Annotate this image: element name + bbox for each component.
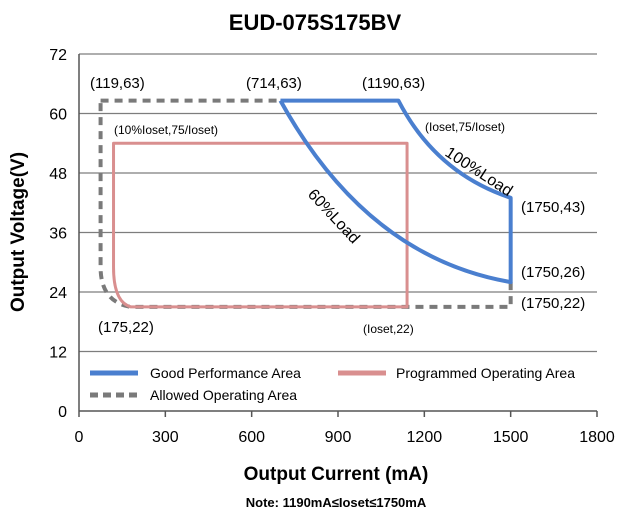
annotation-10pct-ioset: (10%Ioset,75/Ioset) [114,123,218,137]
annotation-119-63: (119,63) [90,75,145,92]
annotation-175-22: (175,22) [98,319,154,336]
annotation-714-63: (714,63) [246,75,302,92]
annotation-ioset-22: (Ioset,22) [363,322,414,336]
y-tick-12: 12 [49,345,67,362]
x-tick-labels: 0 300 600 900 1200 1500 1800 [75,429,615,446]
y-tick-24: 24 [49,285,67,302]
label-60-load: 60%Load [304,186,363,247]
series-group [98,98,513,309]
y-tick-0: 0 [58,404,67,421]
grid-lines [79,53,597,353]
series-good-performance-area [278,98,513,285]
legend-label-good-performance: Good Performance Area [150,365,301,381]
x-tick-1800: 1800 [579,429,615,446]
annotation-1750-43: (1750,43) [521,199,585,216]
y-tick-48: 48 [49,166,67,183]
annotation-1750-22: (1750,22) [521,295,585,312]
annotation-ioset-75: (Ioset,75/Ioset) [425,120,505,134]
x-tick-1200: 1200 [407,429,443,446]
chart-title: EUD-075S175BV [229,10,402,35]
y-tick-72: 72 [49,47,67,64]
legend-label-programmed-operating: Programmed Operating Area [396,365,575,381]
series-programmed-operating-area [112,141,409,309]
legend-label-allowed-operating: Allowed Operating Area [150,387,297,403]
annotation-1750-26: (1750,26) [521,264,585,281]
y-tick-36: 36 [49,226,67,243]
y-axis-title: Output Voltage(V) [8,152,29,312]
x-axis-title: Output Current (mA) [244,464,429,485]
label-100-load: 100%Load [442,144,515,200]
axes [78,54,598,417]
x-tick-300: 300 [152,429,179,446]
series-allowed-operating-area [98,98,513,309]
y-tick-60: 60 [49,107,67,124]
y-tick-labels: 0 12 24 36 48 60 72 [49,47,67,421]
legend: Good Performance Area Programmed Operati… [90,365,575,403]
x-tick-0: 0 [75,429,84,446]
footnote: Note: 1190mA≤Ioset≤1750mA [246,495,427,510]
annotation-1190-63: (1190,63) [362,75,425,92]
x-tick-600: 600 [238,429,265,446]
x-tick-900: 900 [325,429,352,446]
x-tick-1500: 1500 [493,429,529,446]
